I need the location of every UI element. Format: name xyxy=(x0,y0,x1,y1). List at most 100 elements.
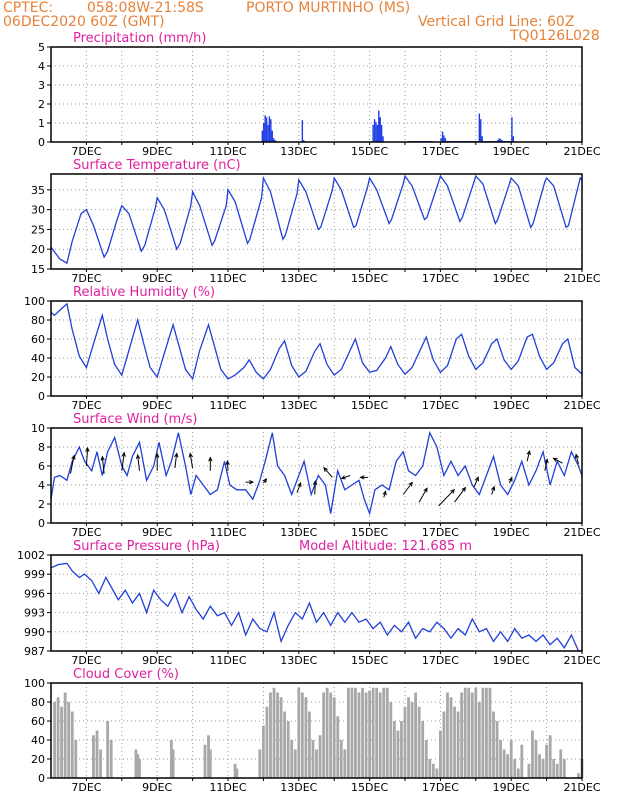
cloud-ytick-label: 20 xyxy=(31,753,45,766)
wind-xtick-label: 9DEC xyxy=(142,526,172,539)
cloud-bar xyxy=(329,692,333,778)
cloud-bar xyxy=(300,692,304,778)
cloud-bar xyxy=(396,730,400,778)
wind-arrow-shaft xyxy=(101,456,105,474)
pressure-xtick-label: 19DEC xyxy=(493,654,530,667)
precipitation-xtick-label: 7DEC xyxy=(71,145,101,158)
cloud-bar xyxy=(95,730,99,778)
wind-arrow-head xyxy=(544,458,549,464)
wind-arrow-shaft xyxy=(438,489,455,507)
wind-arrow-shaft xyxy=(491,486,495,495)
cloud-bar xyxy=(318,735,322,778)
wind-ytick-label: 6 xyxy=(38,460,45,473)
cloud-bar xyxy=(417,706,421,778)
cloud-bar xyxy=(74,740,78,778)
cloud-bar xyxy=(428,759,432,778)
cloud-bar xyxy=(435,768,439,778)
cloud-bar xyxy=(276,692,279,778)
temperature-xtick-label: 19DEC xyxy=(493,272,530,285)
wind-series-line xyxy=(50,430,583,516)
wind-arrow-head xyxy=(225,459,230,466)
cloud-bar xyxy=(56,697,60,778)
cloud-bar xyxy=(499,740,502,778)
cloud-bar xyxy=(339,740,343,778)
cloud-bar xyxy=(545,744,548,778)
precipitation-bar xyxy=(373,119,376,142)
wind-arrow-head xyxy=(461,486,467,492)
cloud-bar xyxy=(336,716,340,778)
wind-xtick-label: 7DEC xyxy=(71,526,101,539)
cloud-bar xyxy=(109,740,113,778)
wind-arrow-head xyxy=(450,488,455,494)
wind-arrow-shaft xyxy=(296,482,302,493)
cloud-xtick-label: 9DEC xyxy=(142,781,172,794)
wind-arrow-shaft xyxy=(323,467,333,478)
wind-arrow-shaft xyxy=(85,447,89,467)
wind-arrow-head xyxy=(297,481,302,488)
wind-arrow-head xyxy=(382,490,387,496)
wind-arrow-head xyxy=(340,475,346,480)
cloud-bar xyxy=(392,721,396,778)
precipitation-bar xyxy=(480,119,482,142)
cloud-bar xyxy=(262,725,265,778)
wind-arrow-head xyxy=(574,453,579,459)
humidity-xtick-label: 7DEC xyxy=(71,399,101,412)
wind-xtick-label: 13DEC xyxy=(280,526,317,539)
wind-arrow-head xyxy=(491,485,496,491)
cloud-ytick-label: 60 xyxy=(31,715,45,728)
wind-arrow-shaft xyxy=(226,461,229,471)
precipitation-xtick-label: 19DEC xyxy=(493,145,530,158)
pressure-annotation: Model Altitude: 121.685 m xyxy=(299,539,472,554)
temperature-ytick-label: 15 xyxy=(31,263,45,276)
wind-arrow-shaft xyxy=(544,459,548,471)
cloud-bar xyxy=(67,702,71,778)
cloud-title: Cloud Cover (%) xyxy=(73,667,179,682)
temperature-ytick-label: 30 xyxy=(31,204,45,217)
humidity-ytick-label: 0 xyxy=(38,390,45,403)
wind-arrow-head xyxy=(249,479,255,485)
cloud-bar xyxy=(531,730,534,778)
pressure-ytick-label: 993 xyxy=(24,607,45,620)
temperature-xtick-label: 7DEC xyxy=(71,272,101,285)
wind-ytick-label: 0 xyxy=(38,517,45,530)
cloud-bar xyxy=(290,740,294,778)
pressure-title: Surface Pressure (hPa) xyxy=(73,539,220,554)
wind-arrow-shaft xyxy=(121,452,125,471)
precipitation-bar xyxy=(372,124,374,142)
cloud-bar xyxy=(414,692,418,778)
precipitation-bar xyxy=(267,124,269,142)
pressure-xtick-label: 15DEC xyxy=(351,654,388,667)
humidity-ytick-label: 60 xyxy=(31,333,45,346)
precipitation-ytick-label: 4 xyxy=(38,60,45,73)
cloud-bar xyxy=(171,749,175,778)
wind-arrow-head xyxy=(174,452,179,458)
temperature-xtick-label: 13DEC xyxy=(280,272,317,285)
precipitation-bar xyxy=(265,117,268,142)
cloud-ytick-label: 0 xyxy=(38,772,45,785)
wind-arrow-shaft xyxy=(575,454,579,465)
cloud-bar xyxy=(538,754,541,778)
humidity-xtick-label: 13DEC xyxy=(280,399,317,412)
cloud-bar xyxy=(456,711,460,778)
precipitation-ytick-label: 2 xyxy=(38,98,45,111)
precipitation-bar xyxy=(441,131,444,142)
cloud-bar xyxy=(343,749,347,778)
cloud-bar xyxy=(325,687,329,778)
humidity-ytick-label: 80 xyxy=(31,314,45,327)
cloud-bar xyxy=(235,768,239,778)
wind-arrow-head xyxy=(208,456,213,462)
precipitation-bar xyxy=(274,140,276,142)
wind-arrow-shaft xyxy=(314,481,316,495)
cloud-xtick-label: 11DEC xyxy=(209,781,246,794)
cloud-bar xyxy=(378,692,382,778)
cloud-bar xyxy=(283,711,287,778)
cloud-xtick-label: 17DEC xyxy=(422,781,459,794)
humidity-frame xyxy=(50,300,583,397)
pressure-ytick-label: 990 xyxy=(24,626,45,639)
precipitation-bar xyxy=(301,120,304,142)
precipitation-bar xyxy=(303,140,305,142)
humidity-title: Relative Humidity (%) xyxy=(73,285,215,300)
wind-arrow-head xyxy=(121,451,126,457)
pressure-xtick-label: 7DEC xyxy=(71,654,101,667)
header-code: TQ0126L028 xyxy=(510,28,600,44)
